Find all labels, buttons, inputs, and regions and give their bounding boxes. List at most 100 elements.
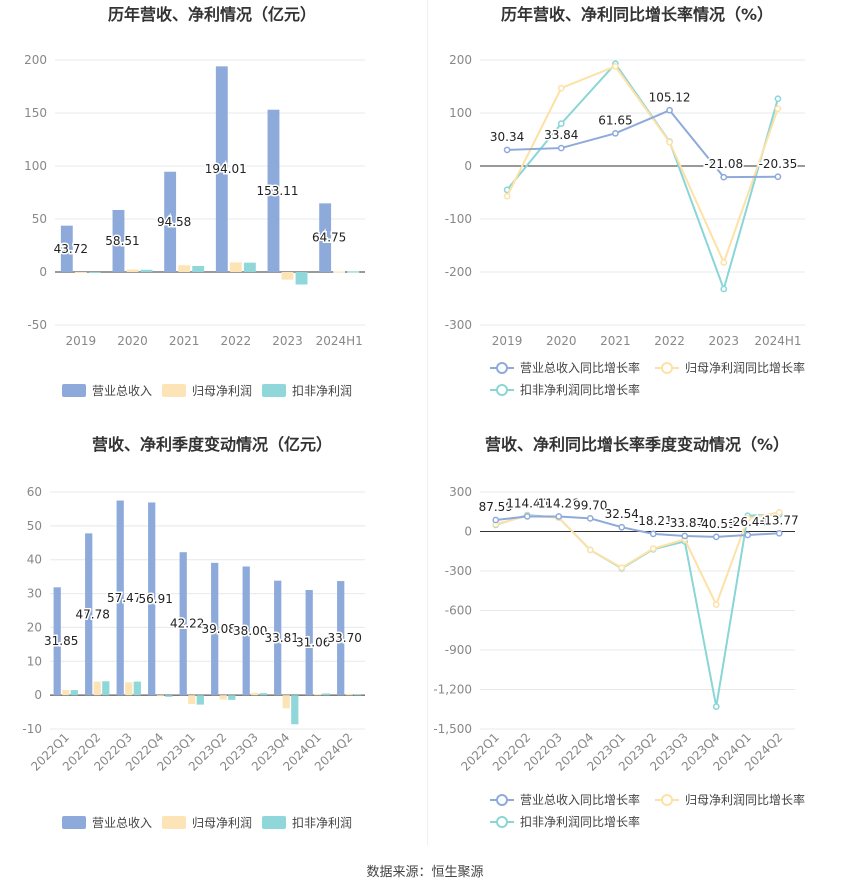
data-point — [555, 513, 563, 520]
bar-data-label: 31.06 — [296, 636, 330, 650]
y-tick-label: -200 — [445, 265, 472, 279]
legend-marker — [496, 362, 508, 374]
annual-growth-panel: 历年营收、净利同比增长率情况（%） -300 -200 -100 0 100 200 2019… — [425, 0, 850, 430]
x-tick-label: 2023 — [708, 334, 739, 348]
bar-deducted-profit — [192, 265, 205, 272]
line-data-label: 32.54 — [605, 507, 639, 521]
bar-data-label: 64.75 — [312, 231, 346, 245]
line-data-label: 33.84 — [544, 128, 578, 142]
data-point — [712, 703, 720, 710]
y-tick-label: 60 — [27, 485, 42, 499]
bar-parent-profit — [125, 682, 133, 696]
x-tick-label: 2023 — [272, 334, 303, 348]
data-point — [666, 106, 673, 114]
y-tick-label: 40 — [27, 553, 42, 567]
bar-data-label: 57.47 — [107, 591, 141, 605]
data-point — [612, 129, 619, 137]
bar-deducted-profit — [102, 681, 110, 696]
x-tick-label: 2022 — [654, 334, 685, 348]
bar-parent-profit — [229, 262, 242, 272]
line-data-label: 114.40 — [506, 496, 548, 510]
y-tick-label: 200 — [449, 53, 472, 67]
y-tick-label: 20 — [27, 620, 42, 634]
y-tick-label: 0 — [464, 525, 472, 539]
data-point — [712, 533, 720, 541]
y-tick-label: -900 — [445, 643, 472, 657]
y-tick-label: -300 — [445, 564, 472, 578]
x-tick-label: 2024H1 — [316, 334, 363, 348]
data-point — [744, 514, 752, 522]
bar-deducted-profit — [259, 693, 267, 696]
legend-label: 归母净利润同比增长率 — [685, 360, 805, 375]
bar-data-label: 194.01 — [205, 162, 247, 176]
bar-deducted-profit — [243, 262, 256, 272]
quarterly-growth-chart: 营收、净利同比增长率季度变动情况（%） -1,500 -1,200 -900 -600 -… — [433, 435, 805, 829]
legend-swatch — [62, 816, 86, 829]
x-tick-label: 2021 — [600, 334, 631, 348]
data-point — [681, 532, 689, 540]
bar-revenue — [319, 203, 332, 272]
x-tick-label: 2019 — [66, 334, 97, 348]
legend-label: 营业总收入同比增长率 — [520, 792, 640, 807]
bar-revenue — [337, 581, 345, 696]
bar-deducted-profit — [291, 695, 299, 725]
bar-deducted-profit — [196, 695, 204, 705]
annual-revenue-profit-panel: 历年营收、净利情况（亿元） -50 0 50 100 150 200 2019 2020 2021… — [0, 0, 425, 430]
bar-data-label: 38.00 — [233, 624, 267, 638]
line-data-label: 114.28 — [538, 496, 580, 510]
legend-label: 归母净利润同比增长率 — [685, 792, 805, 807]
y-tick-label: 30 — [27, 587, 42, 601]
bar-parent-profit — [126, 269, 139, 272]
y-tick-label: -100 — [445, 212, 472, 226]
line-data-label: -20.35 — [759, 157, 798, 171]
bar-parent-profit — [93, 681, 101, 696]
data-point — [774, 95, 782, 103]
bar-deducted-profit — [228, 695, 236, 700]
bar-deducted-profit — [140, 269, 153, 272]
bar-data-label: 42.22 — [170, 617, 204, 631]
line-data-label: -40.59 — [697, 517, 736, 531]
y-tick-label: -10 — [22, 722, 42, 736]
data-point — [649, 530, 657, 538]
bar-parent-profit — [156, 695, 164, 697]
line-data-label: 87.59 — [479, 500, 513, 514]
quarterly-revenue-profit-panel: 营收、净利季度变动情况（亿元） -10 0 10 20 30 40 50 60 2022Q1 202… — [0, 430, 425, 860]
bar-revenue — [242, 566, 250, 696]
data-point — [774, 173, 782, 181]
x-tick-label: 2020 — [546, 334, 577, 348]
y-tick-label: 100 — [449, 106, 472, 120]
bar-parent-profit — [178, 265, 191, 272]
line-data-label: -18.21 — [634, 514, 673, 528]
bar-deducted-profit — [295, 272, 308, 285]
bar-revenue — [116, 500, 124, 696]
bar-revenue — [305, 589, 313, 696]
bar-deducted-profit — [347, 271, 360, 273]
legend-swatch — [62, 384, 86, 397]
bar-data-label: 58.51 — [105, 234, 139, 248]
x-tick-label: 2024H1 — [754, 334, 801, 348]
x-tick-label: 2019 — [492, 334, 523, 348]
bar-revenue — [267, 109, 280, 272]
legend-label: 营业总收入同比增长率 — [520, 360, 640, 375]
line-data-label: 99.70 — [573, 498, 607, 512]
bar-parent-profit — [219, 695, 227, 700]
bar-parent-profit — [333, 271, 346, 273]
bar-deducted-profit — [70, 690, 78, 696]
legend-label: 归母净利润 — [192, 384, 252, 398]
data-point — [775, 529, 783, 537]
legend-label: 扣非净利润 — [292, 816, 352, 830]
line-data-label: -21.08 — [704, 157, 743, 171]
data-point — [720, 173, 728, 181]
series-line-parent-profit-growth — [506, 65, 779, 266]
data-point — [618, 523, 626, 531]
bar-revenue — [164, 171, 177, 272]
bar-deducted-profit — [88, 272, 101, 273]
y-tick-label: 0 — [39, 265, 47, 279]
x-tick-label: 2020 — [117, 334, 148, 348]
legend-marker — [661, 794, 673, 806]
legend-label: 扣非净利润同比增长率 — [520, 382, 640, 397]
legend-label: 营业总收入 — [92, 816, 152, 830]
legend-marker — [496, 384, 508, 396]
data-point — [492, 516, 500, 524]
bar-data-label: 153.11 — [256, 184, 298, 198]
